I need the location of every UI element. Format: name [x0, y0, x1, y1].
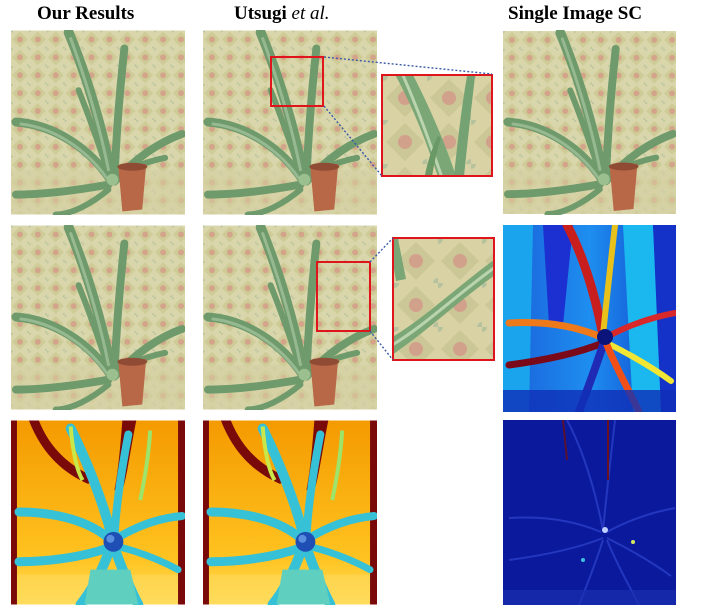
panel-single-image-sc-error-row3 [503, 420, 676, 605]
error-map-image [503, 420, 676, 605]
plant-photo-image [503, 30, 676, 215]
column-title-utsugi-name: Utsugi [234, 3, 287, 24]
depth-map-image [11, 420, 185, 605]
column-title-our-results: Our Results [37, 3, 135, 24]
panel-our-results-row1 [11, 30, 185, 215]
panel-utsugi-depth-row3 [203, 420, 377, 605]
zoom-inset-image [394, 239, 493, 359]
panel-single-image-sc-depth-row2 [503, 225, 676, 412]
zoom-region-box-row2 [316, 261, 371, 332]
depth-map-image [203, 420, 377, 605]
panel-single-image-sc-row1 [503, 30, 676, 215]
column-title-single-image-sc: Single Image SC [508, 3, 643, 24]
zoom-inset-image [383, 76, 491, 175]
zoom-inset-row1 [381, 74, 493, 177]
plant-photo-image [11, 30, 185, 215]
zoom-inset-row2 [392, 237, 495, 361]
panel-our-results-row2 [11, 225, 185, 410]
panel-our-results-depth-row3 [11, 420, 185, 605]
column-header-our-results: Our Results [37, 2, 134, 26]
column-header-utsugi: Utsugi et al. [234, 2, 330, 26]
zoom-region-box-row1 [270, 56, 324, 107]
sc-depth-map-image [503, 225, 676, 412]
column-header-single-image-sc: Single Image SC [508, 2, 642, 26]
plant-photo-image [11, 225, 185, 410]
column-title-utsugi-suffix: et al. [291, 3, 330, 24]
